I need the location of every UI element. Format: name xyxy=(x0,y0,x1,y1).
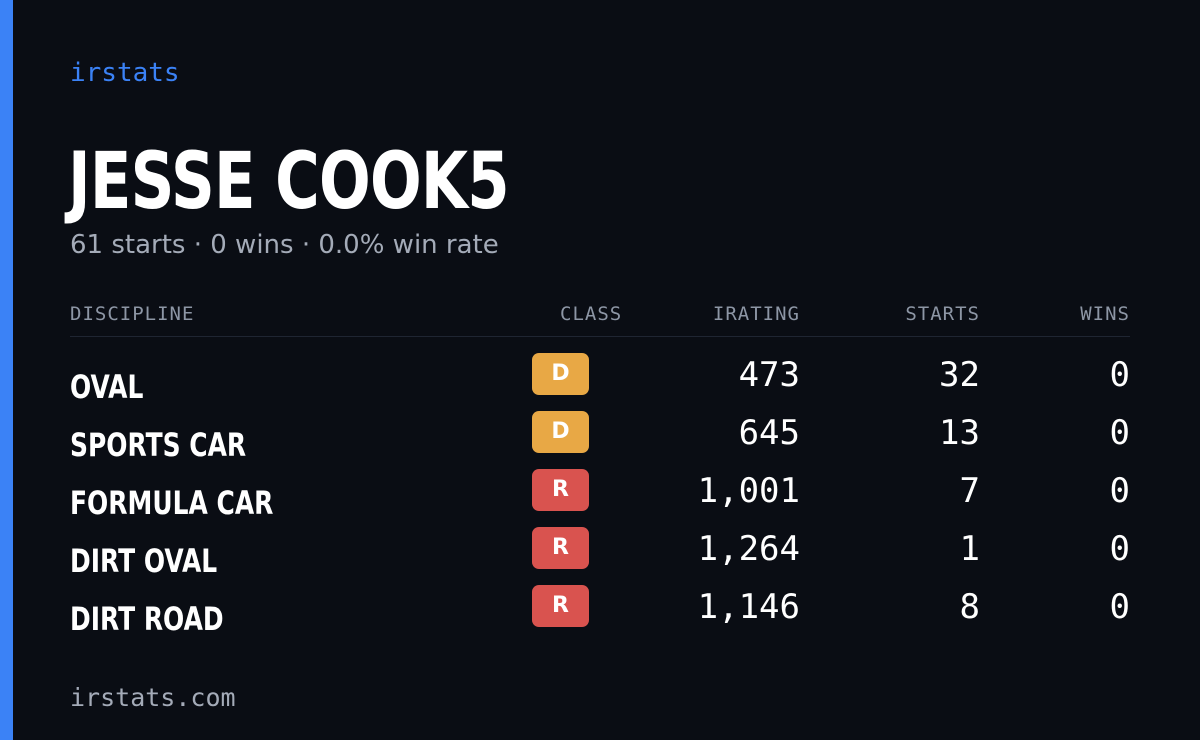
irating-value: 473 xyxy=(738,355,800,395)
discipline-name: DIRT OVAL xyxy=(70,542,218,580)
class-badge: R xyxy=(532,469,589,511)
wins-value: 0 xyxy=(1109,413,1130,453)
header-discipline: DISCIPLINE xyxy=(70,303,195,325)
table-row: DIRT ROAD R 1,146 8 0 xyxy=(70,585,1130,643)
class-badge: R xyxy=(532,585,589,627)
header-irating: IRATING xyxy=(712,303,800,325)
table-row: OVAL D 473 32 0 xyxy=(70,353,1130,411)
starts-value: 32 xyxy=(939,355,980,395)
starts-value: 13 xyxy=(939,413,980,453)
wins-value: 0 xyxy=(1109,471,1130,511)
irating-value: 645 xyxy=(738,413,800,453)
header-class: CLASS xyxy=(560,303,623,325)
starts-value: 7 xyxy=(959,471,980,511)
starts-value: 8 xyxy=(959,587,980,627)
irating-value: 1,264 xyxy=(697,529,800,569)
player-summary: 61 starts · 0 wins · 0.0% win rate xyxy=(70,230,499,260)
table-header: DISCIPLINE CLASS IRATING STARTS WINS xyxy=(70,298,1130,337)
irating-value: 1,001 xyxy=(697,471,800,511)
header-starts: STARTS xyxy=(905,303,980,325)
discipline-name: OVAL xyxy=(70,368,144,406)
player-name: JESSE COOK5 xyxy=(68,137,510,227)
irating-value: 1,146 xyxy=(697,587,800,627)
brand-logo: irstats xyxy=(70,58,180,88)
stats-table: DISCIPLINE CLASS IRATING STARTS WINS OVA… xyxy=(70,298,1130,643)
table-row: SPORTS CAR D 645 13 0 xyxy=(70,411,1130,469)
class-badge: D xyxy=(532,411,589,453)
starts-value: 1 xyxy=(959,529,980,569)
wins-value: 0 xyxy=(1109,355,1130,395)
discipline-name: SPORTS CAR xyxy=(70,426,247,464)
accent-bar xyxy=(0,0,13,740)
discipline-name: DIRT ROAD xyxy=(70,600,224,638)
table-row: DIRT OVAL R 1,264 1 0 xyxy=(70,527,1130,585)
wins-value: 0 xyxy=(1109,587,1130,627)
table-body: OVAL D 473 32 0 SPORTS CAR D 645 13 0 FO… xyxy=(70,353,1130,643)
footer-url: irstats.com xyxy=(70,683,236,712)
wins-value: 0 xyxy=(1109,529,1130,569)
class-badge: D xyxy=(532,353,589,395)
discipline-name: FORMULA CAR xyxy=(70,484,274,522)
class-badge: R xyxy=(532,527,589,569)
table-row: FORMULA CAR R 1,001 7 0 xyxy=(70,469,1130,527)
header-wins: WINS xyxy=(1080,303,1130,325)
